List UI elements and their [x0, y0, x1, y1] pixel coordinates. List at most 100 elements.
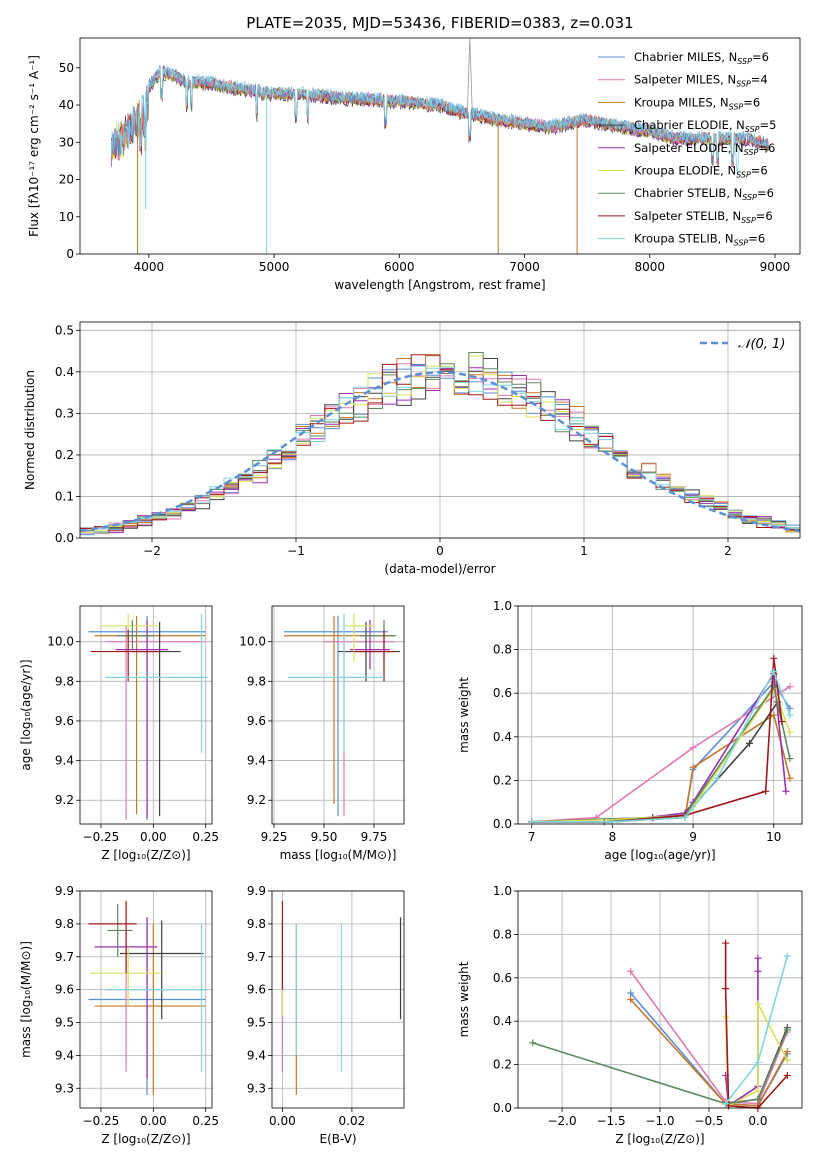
data-marker — [627, 996, 635, 1003]
x-tick-label: 0.02 — [339, 1114, 366, 1128]
x-axis-label: Z [log₁₀(Z/Z⊙)] — [101, 1132, 190, 1146]
legend-sub: SSP — [737, 57, 752, 66]
y-tick-label: 9.2 — [247, 793, 266, 807]
errorbar-point — [107, 904, 133, 957]
series-line — [531, 713, 791, 823]
data-marker — [783, 1026, 791, 1034]
y-tick-label: 10 — [59, 210, 74, 224]
data-marker — [746, 739, 754, 747]
legend-n: =6 — [757, 186, 774, 200]
series-line — [630, 998, 789, 1107]
y-tick-label: 0.0 — [493, 817, 512, 831]
data-marker — [770, 667, 778, 675]
y-tick-label: 0.6 — [493, 971, 512, 985]
y-axis-label: Flux [fλ10⁻¹⁷ erg cm⁻² s⁻¹ A⁻¹] — [27, 55, 41, 237]
x-tick-label: 9.75 — [361, 830, 388, 844]
weight-series — [529, 939, 791, 1112]
x-tick-label: 6000 — [384, 260, 415, 274]
y-tick-label: 9.4 — [247, 754, 266, 768]
legend-entry: Salpeter MILES, NSSP=4 — [634, 73, 768, 89]
series-line — [531, 680, 791, 823]
x-tick-label: 10 — [766, 830, 781, 844]
spectrum-emission-spike — [734, 138, 741, 176]
x-tick-label: 9.50 — [311, 830, 338, 844]
axes-frame — [271, 890, 405, 1109]
legend-n: =4 — [751, 73, 768, 87]
y-tick-label: 9.7 — [247, 950, 266, 964]
legend-label: Kroupa ELODIE, N — [634, 164, 736, 178]
weight-series-line — [722, 952, 791, 1108]
y-tick-label: 9.4 — [55, 1048, 74, 1062]
data-marker — [762, 787, 770, 795]
y-axis-label: mass weight — [457, 961, 471, 1037]
x-tick-label: 8000 — [634, 260, 665, 274]
y-tick-label: 0.4 — [55, 365, 74, 379]
data-marker — [778, 718, 786, 726]
x-tick-label: 8 — [609, 830, 617, 844]
errorbar-point — [288, 613, 384, 753]
series-line — [531, 686, 791, 823]
errorbar-point — [105, 613, 208, 753]
y-tick-label: 50 — [59, 61, 74, 75]
y-tick-label: 9.6 — [247, 983, 266, 997]
y-tick-label: 9.7 — [55, 950, 74, 964]
mass-vs-Z-panel: −0.25 0.00 0.25 9.3 9.4 9.5 9.6 9.7 9.8 9.9 Z [log… — [19, 884, 219, 1146]
x-tick-label: 5000 — [259, 260, 290, 274]
legend-n: =6 — [743, 95, 760, 109]
y-tick-label: 9.5 — [247, 1016, 266, 1030]
legend: 𝒩(0, 1) — [700, 337, 785, 352]
x-tick-label: 0.00 — [140, 1114, 167, 1128]
y-tick-label: 0 — [66, 247, 74, 261]
legend-label: Salpeter MILES, N — [634, 73, 736, 87]
weight-series-line — [528, 654, 786, 826]
histogram-series — [80, 365, 800, 536]
y-tick-label: 9.6 — [55, 714, 74, 728]
y-tick-label: 0.3 — [55, 406, 74, 420]
errorbars — [281, 900, 402, 1095]
spectrum-panel: 4000 5000 6000 7000 8000 9000 0 10 20 30 40 50 wavel… — [27, 37, 801, 292]
data-marker — [783, 1071, 791, 1079]
spectrum-line — [110, 65, 769, 165]
x-tick-label: 9000 — [760, 260, 791, 274]
y-tick-label: 0.0 — [493, 1101, 512, 1115]
data-marker — [722, 939, 730, 947]
spectrum-line — [110, 64, 770, 163]
y-tick-label: 0.6 — [493, 686, 512, 700]
data-marker — [722, 985, 730, 993]
x-axis-label: age [log₁₀(age/yr)] — [604, 848, 715, 862]
y-tick-label: 1.0 — [493, 884, 512, 898]
legend-n: =6 — [751, 164, 768, 178]
y-axis-label: Normed distribution — [23, 370, 37, 490]
errorbar-point — [284, 615, 388, 817]
legend-label: Kroupa STELIB, N — [634, 232, 734, 246]
legend-n: =6 — [756, 209, 773, 223]
x-tick-label: −0.25 — [83, 1114, 120, 1128]
data-marker — [713, 774, 721, 782]
y-tick-label: 0.2 — [493, 773, 512, 787]
errorbar-point — [284, 615, 394, 805]
legend-entry: Salpeter ELODIE, NSSP=6 — [634, 141, 775, 157]
y-tick-label: 9.9 — [55, 884, 74, 898]
axes-frame — [271, 605, 405, 825]
errorbar-point — [344, 613, 374, 662]
weight-series-line — [722, 1000, 791, 1110]
axes-frame — [517, 890, 803, 1109]
x-axis-label: mass [log₁₀(M/M⊙)] — [280, 848, 397, 862]
data-marker — [754, 1095, 762, 1103]
age-vs-Z-panel: −0.25 0.00 0.25 9.2 9.4 9.6 9.8 10.0 Z [log₁₀(Z/… — [19, 605, 219, 862]
y-axis-label: age [log₁₀(age/yr)] — [19, 659, 33, 770]
x-tick-label: 2 — [724, 544, 732, 558]
errorbar-point — [115, 619, 168, 819]
x-tick-label: −1 — [287, 544, 305, 558]
errorbar-point — [94, 615, 206, 815]
x-axis-label: Z [log₁₀(Z/Z⊙)] — [615, 1132, 704, 1146]
y-tick-label: 9.4 — [55, 754, 74, 768]
series-line — [724, 955, 789, 1105]
errorbar-point — [119, 920, 204, 1020]
legend-label: Salpeter STELIB, N — [634, 209, 741, 223]
errorbar-point — [105, 923, 206, 1072]
data-marker — [754, 967, 762, 975]
x-tick-label: 0.25 — [192, 1114, 219, 1128]
errorbars — [284, 613, 400, 817]
